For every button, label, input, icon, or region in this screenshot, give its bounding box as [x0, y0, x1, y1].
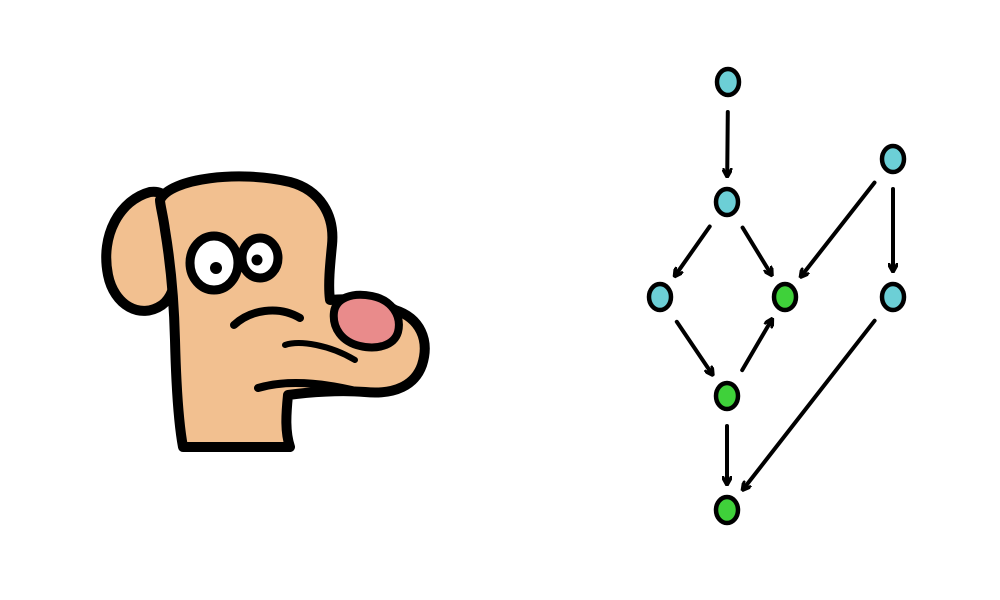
- snout-bump: [282, 340, 358, 363]
- edge-n6-n8: [743, 318, 877, 490]
- graph-node-n5: [879, 143, 907, 175]
- graph-nodes: [646, 66, 907, 526]
- edge-n5-n4: [801, 180, 877, 277]
- graph-node-n1: [714, 66, 742, 98]
- directed-graph: [646, 66, 907, 526]
- edge-n3-n7: [674, 319, 713, 375]
- edge-n1-n2: [727, 110, 728, 176]
- graph-node-n4: [771, 281, 799, 313]
- mouth-line: [254, 379, 364, 396]
- dog-pupil-right: [251, 254, 263, 266]
- snout-crease: [230, 306, 304, 329]
- graph-node-n3: [646, 281, 674, 313]
- edge-n2-n4: [740, 225, 772, 275]
- graph-node-n2: [713, 186, 741, 218]
- dog-nose: [329, 290, 403, 352]
- dog-pupil-left: [210, 262, 222, 274]
- graph-edges: [674, 110, 893, 490]
- graph-node-n8: [713, 494, 741, 526]
- graph-node-n6: [879, 281, 907, 313]
- dog-illustration: [101, 171, 430, 452]
- edge-n7-n4: [740, 319, 772, 373]
- graph-node-n7: [713, 380, 741, 412]
- edge-n2-n3: [675, 224, 712, 276]
